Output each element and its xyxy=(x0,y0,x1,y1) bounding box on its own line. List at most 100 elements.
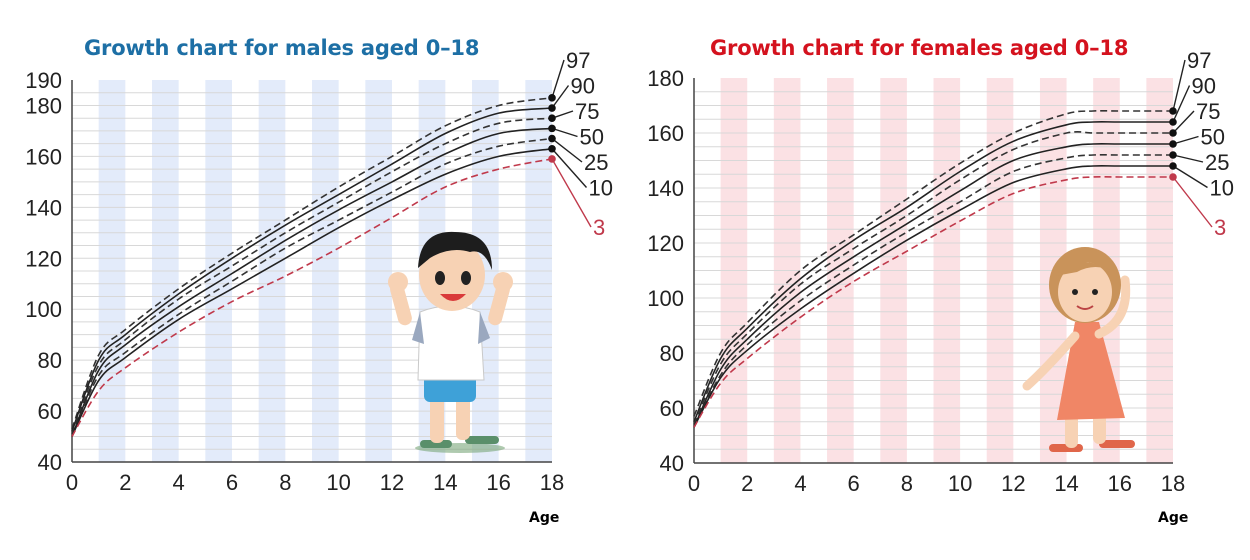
male-y-tick-label: 60 xyxy=(38,399,62,424)
female-y-tick-label: 160 xyxy=(647,121,684,146)
boy-illustration xyxy=(388,231,513,453)
female-percentile-90-line xyxy=(693,120,1173,423)
female-series-lines xyxy=(693,109,1173,428)
male-percentile-3-dot xyxy=(548,155,556,163)
male-percentile-3-line xyxy=(71,158,553,437)
female-percentile-3-leader xyxy=(1172,176,1213,228)
female-percentile-97-dot xyxy=(1169,107,1177,115)
male-x-axis-label: Age xyxy=(529,510,560,526)
male-percentile-97-label: 97 xyxy=(566,48,590,73)
male-x-tick-label: 8 xyxy=(279,470,291,495)
male-percentile-10-dot xyxy=(548,144,556,153)
female-growth-chart: 40 60 80 100 120 140 160 180 0 2 4 6 8 10 12 14 16 18 9790… xyxy=(647,48,1234,496)
female-y-ticks: 40 60 80 100 120 140 160 180 xyxy=(647,66,684,476)
male-percentile-50-line xyxy=(71,127,553,437)
male-percentile-25-line xyxy=(71,137,553,437)
female-percentile-50-leader xyxy=(1172,135,1199,145)
female-percentile-50-label: 50 xyxy=(1201,125,1225,150)
female-y-tick-label: 140 xyxy=(647,176,684,201)
female-percentile-75-leader xyxy=(1172,110,1195,134)
female-y-tick-label: 80 xyxy=(660,341,684,366)
male-percentile-3-leader xyxy=(551,158,592,228)
male-percentile-97-leader xyxy=(551,59,565,99)
male-chart-panel: Growth chart for males aged 0–18 40 60 80 1… xyxy=(25,36,613,526)
male-x-tick-label: 2 xyxy=(119,470,131,495)
male-y-tick-label: 80 xyxy=(38,348,62,373)
female-x-axis-label: Age xyxy=(1158,510,1189,526)
female-x-tick-label: 2 xyxy=(741,471,753,496)
female-percentile-10-label: 10 xyxy=(1210,176,1234,201)
female-percentile-10-dot xyxy=(1169,162,1177,170)
male-x-tick-label: 16 xyxy=(486,470,510,495)
male-y-tick-label: 100 xyxy=(25,297,62,322)
male-percentile-75-line xyxy=(71,117,553,435)
male-percentile-97-dot xyxy=(548,94,556,102)
female-percentile-25-dot xyxy=(1169,151,1177,159)
female-x-tick-label: 16 xyxy=(1108,471,1132,496)
female-chart-panel: Growth chart for females aged 0–18 40 60 8… xyxy=(625,0,1250,560)
female-percentile-90-dot xyxy=(1169,118,1177,126)
male-y-tick-label: 160 xyxy=(25,144,62,169)
male-percentile-75-label: 75 xyxy=(575,99,599,124)
male-percentile-50-leader xyxy=(551,127,578,138)
female-x-ticks: 0 2 4 6 8 10 12 14 16 18 xyxy=(688,471,1185,496)
girl-illustration xyxy=(1022,247,1135,452)
male-x-tick-label: 14 xyxy=(433,470,457,495)
female-percentile-97-line xyxy=(693,109,1173,417)
female-percentile-75-label: 75 xyxy=(1196,99,1220,124)
female-x-tick-label: 10 xyxy=(948,471,972,496)
female-percentile-10-line xyxy=(693,164,1173,428)
male-x-tick-label: 10 xyxy=(326,470,350,495)
male-percentile-25-leader xyxy=(551,138,583,163)
male-y-tick-label: 40 xyxy=(38,450,62,475)
male-x-tick-label: 0 xyxy=(66,470,78,495)
female-x-tick-label: 6 xyxy=(848,471,860,496)
male-percentile-50-dot xyxy=(548,124,556,133)
male-percentile-90-line xyxy=(71,107,553,432)
male-percentile-10-line xyxy=(71,148,553,437)
male-percentile-3-label: 3 xyxy=(593,215,605,240)
female-y-tick-label: 40 xyxy=(660,451,684,476)
female-y-tick-label: 180 xyxy=(647,66,684,91)
male-percentile-10-label: 10 xyxy=(589,176,613,201)
male-percentile-50-label: 50 xyxy=(580,125,604,150)
female-percentile-3-dot xyxy=(1169,173,1177,181)
male-y-tick-label: 190 xyxy=(25,68,62,93)
female-x-tick-label: 0 xyxy=(688,471,700,496)
female-percentile-90-label: 90 xyxy=(1192,74,1216,99)
female-y-tick-label: 100 xyxy=(647,286,684,311)
female-percentile-97-label: 97 xyxy=(1187,48,1211,73)
female-percentile-10-leader xyxy=(1172,165,1208,189)
male-percentile-75-dot xyxy=(548,114,556,122)
female-percentile-90-leader xyxy=(1172,85,1191,123)
female-percentile-75-dot xyxy=(1169,129,1177,137)
female-percentile-75-line xyxy=(693,131,1173,425)
male-x-tick-label: 4 xyxy=(173,470,185,495)
female-percentile-25-leader xyxy=(1172,154,1204,163)
female-percentile-3-label: 3 xyxy=(1214,215,1226,240)
male-series-lines xyxy=(71,97,553,437)
male-percentile-25-label: 25 xyxy=(584,150,608,175)
female-chart-title: Growth chart for females aged 0–18 xyxy=(710,36,1129,60)
female-x-tick-label: 12 xyxy=(1001,471,1025,496)
female-y-tick-label: 120 xyxy=(647,231,684,256)
female-percentile-25-line xyxy=(693,153,1173,428)
female-percentile-3-line xyxy=(693,175,1173,428)
female-percentile-25-label: 25 xyxy=(1205,150,1229,175)
male-percentile-97-line xyxy=(71,97,553,430)
female-x-tick-label: 14 xyxy=(1054,471,1078,496)
male-percentile-90-label: 90 xyxy=(571,74,595,99)
female-y-tick-label: 60 xyxy=(660,396,684,421)
female-x-tick-label: 4 xyxy=(794,471,806,496)
female-percentile-50-line xyxy=(693,142,1173,428)
male-percentile-10-leader xyxy=(551,148,588,188)
male-x-tick-label: 12 xyxy=(380,470,404,495)
female-percentile-97-leader xyxy=(1172,59,1186,112)
male-percentile-90-leader xyxy=(551,85,570,109)
male-x-ticks: 0 2 4 6 8 10 12 14 16 18 xyxy=(66,470,564,495)
male-x-tick-label: 18 xyxy=(540,470,564,495)
